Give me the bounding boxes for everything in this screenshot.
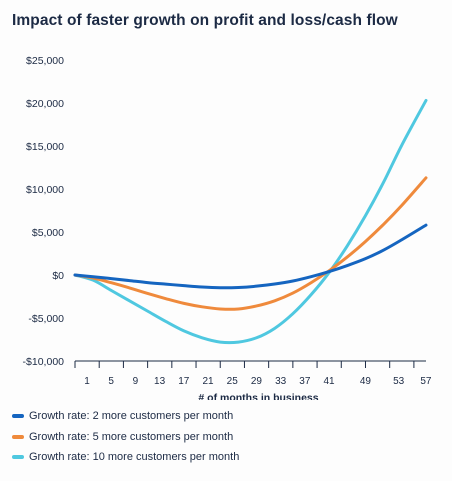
x-tick-label: 29 bbox=[251, 376, 263, 387]
y-tick-label: $20,000 bbox=[26, 98, 64, 110]
series-line-1 bbox=[73, 223, 428, 290]
x-tick-label: 17 bbox=[178, 376, 190, 387]
y-axis: $25,000 $20,000 $15,000 $10,000 $5,000 $0 -$5,… bbox=[23, 55, 65, 368]
legend-item: Growth rate: 2 more customers per month bbox=[12, 406, 239, 426]
y-tick-label: $15,000 bbox=[26, 141, 64, 153]
y-tick-label: $25,000 bbox=[26, 55, 64, 67]
y-tick-label: -$5,000 bbox=[28, 313, 64, 325]
legend: Growth rate: 2 more customers per month G… bbox=[12, 406, 239, 468]
x-tick-label: 1 bbox=[84, 376, 90, 387]
legend-swatch bbox=[12, 434, 24, 439]
x-axis-title: # of months in business bbox=[198, 392, 318, 400]
x-tick-label: 33 bbox=[275, 376, 287, 387]
x-axis: 1 5 9 13 17 21 25 29 33 37 41 49 53 57 bbox=[74, 360, 432, 387]
x-tick-label: 13 bbox=[154, 376, 166, 387]
x-tick-label: 49 bbox=[360, 376, 372, 387]
legend-label: Growth rate: 5 more customers per month bbox=[29, 430, 234, 443]
legend-label: Growth rate: 2 more customers per month bbox=[29, 410, 234, 422]
y-tick-label: $10,000 bbox=[26, 184, 64, 196]
legend-item: Growth rate: 10 more customers per month bbox=[12, 447, 239, 467]
x-tick-label: 21 bbox=[202, 376, 214, 387]
x-tick-label: 9 bbox=[133, 376, 139, 387]
y-tick-label: $5,000 bbox=[32, 227, 64, 239]
x-tick-label: 25 bbox=[227, 376, 239, 387]
series-line-3 bbox=[73, 98, 428, 345]
x-tick-label: 37 bbox=[299, 376, 311, 387]
legend-label: Growth rate: 10 more customers per month bbox=[29, 451, 240, 463]
x-tick-label: 41 bbox=[324, 376, 336, 387]
line-chart: $25,000 $20,000 $15,000 $10,000 $5,000 $0 -$5,… bbox=[23, 55, 432, 400]
chart-title: Impact of faster growth on profit and lo… bbox=[12, 12, 398, 29]
legend-swatch bbox=[12, 414, 24, 418]
x-tick-label: 57 bbox=[420, 376, 432, 387]
legend-item: Growth rate: 5 more customers per month bbox=[12, 427, 239, 447]
y-tick-label: $0 bbox=[52, 270, 64, 282]
x-tick-label: 53 bbox=[393, 376, 405, 387]
series-line-2 bbox=[73, 176, 428, 311]
legend-swatch bbox=[12, 455, 24, 459]
x-tick-label: 5 bbox=[108, 376, 114, 387]
y-tick-label: -$10,000 bbox=[23, 356, 65, 368]
series-lines bbox=[73, 98, 428, 345]
